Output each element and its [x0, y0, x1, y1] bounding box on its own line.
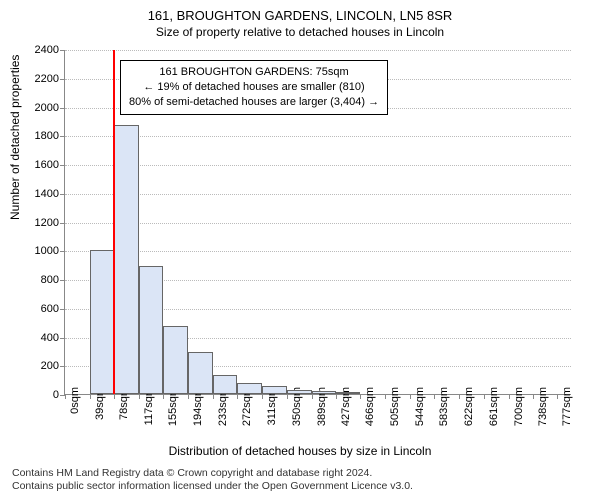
ytick-mark: [60, 50, 65, 51]
ytick-label: 2200: [23, 73, 59, 85]
ytick-label: 1400: [23, 188, 59, 200]
gridline: [65, 251, 571, 252]
plot-area: 0200400600800100012001400160018002000220…: [64, 50, 571, 395]
xtick-mark: [237, 394, 238, 399]
histogram-bar: [287, 390, 312, 394]
ytick-label: 800: [23, 274, 59, 286]
attribution-line1: Contains HM Land Registry data © Crown c…: [12, 467, 413, 481]
x-axis-label: Distribution of detached houses by size …: [0, 444, 600, 458]
ytick-label: 1000: [23, 245, 59, 257]
xtick-mark: [410, 394, 411, 399]
xtick-label: 583sqm: [438, 387, 450, 427]
ytick-mark: [60, 79, 65, 80]
histogram-bar: [114, 125, 139, 394]
histogram-bar: [237, 383, 262, 394]
ytick-label: 1800: [23, 130, 59, 142]
ytick-mark: [60, 280, 65, 281]
xtick-mark: [312, 394, 313, 399]
ytick-mark: [60, 223, 65, 224]
ytick-label: 200: [23, 360, 59, 372]
xtick-mark: [139, 394, 140, 399]
xtick-label: 505sqm: [389, 387, 401, 427]
ytick-mark: [60, 338, 65, 339]
gridline: [65, 223, 571, 224]
histogram-bar: [336, 392, 361, 394]
ytick-mark: [60, 366, 65, 367]
histogram-bar: [262, 386, 287, 394]
histogram-bar: [163, 326, 188, 394]
ytick-label: 0: [23, 389, 59, 401]
ytick-label: 600: [23, 303, 59, 315]
xtick-mark: [360, 394, 361, 399]
ytick-label: 2400: [23, 44, 59, 56]
xtick-mark: [385, 394, 386, 399]
gridline: [65, 165, 571, 166]
annotation-box: 161 BROUGHTON GARDENS: 75sqm← 19% of det…: [120, 60, 388, 115]
xtick-label: 0sqm: [69, 387, 81, 427]
xtick-mark: [509, 394, 510, 399]
ytick-label: 2000: [23, 102, 59, 114]
xtick-label: 777sqm: [561, 387, 573, 427]
ytick-label: 1600: [23, 159, 59, 171]
xtick-label: 661sqm: [488, 387, 500, 427]
chart-subtitle: Size of property relative to detached ho…: [0, 23, 600, 39]
histogram-bar: [213, 375, 238, 394]
attribution-line2: Contains public sector information licen…: [12, 480, 413, 494]
histogram-bar: [188, 352, 213, 394]
annotation-line3: 80% of semi-detached houses are larger (…: [129, 95, 379, 110]
ytick-mark: [60, 251, 65, 252]
histogram-bar: [139, 266, 163, 394]
histogram-bar: [90, 250, 115, 394]
property-marker-line: [113, 50, 115, 394]
xtick-mark: [336, 394, 337, 399]
xtick-mark: [557, 394, 558, 399]
xtick-mark: [213, 394, 214, 399]
attribution: Contains HM Land Registry data © Crown c…: [12, 467, 413, 494]
ytick-mark: [60, 136, 65, 137]
xtick-label: 622sqm: [463, 387, 475, 427]
gridline: [65, 194, 571, 195]
annotation-line1: 161 BROUGHTON GARDENS: 75sqm: [129, 65, 379, 80]
ytick-mark: [60, 194, 65, 195]
xtick-mark: [287, 394, 288, 399]
xtick-label: 544sqm: [414, 387, 426, 427]
xtick-label: 700sqm: [513, 387, 525, 427]
annotation-line2: ← 19% of detached houses are smaller (81…: [129, 80, 379, 95]
xtick-mark: [434, 394, 435, 399]
xtick-mark: [90, 394, 91, 399]
xtick-mark: [262, 394, 263, 399]
gridline: [65, 50, 571, 51]
xtick-mark: [114, 394, 115, 399]
xtick-mark: [188, 394, 189, 399]
xtick-mark: [484, 394, 485, 399]
xtick-mark: [65, 394, 66, 399]
ytick-mark: [60, 108, 65, 109]
ytick-mark: [60, 309, 65, 310]
xtick-label: 738sqm: [537, 387, 549, 427]
ytick-mark: [60, 165, 65, 166]
ytick-label: 1200: [23, 217, 59, 229]
gridline: [65, 136, 571, 137]
ytick-label: 400: [23, 332, 59, 344]
xtick-mark: [533, 394, 534, 399]
histogram-bar: [312, 391, 336, 394]
chart-title: 161, BROUGHTON GARDENS, LINCOLN, LN5 8SR: [0, 0, 600, 23]
xtick-mark: [459, 394, 460, 399]
xtick-mark: [163, 394, 164, 399]
xtick-label: 466sqm: [364, 387, 376, 427]
y-axis-label: Number of detached properties: [8, 55, 22, 220]
